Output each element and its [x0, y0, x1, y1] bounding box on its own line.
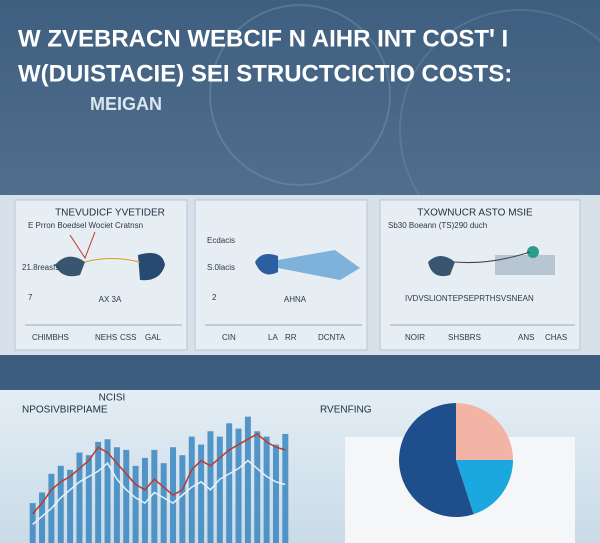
bar: [216, 436, 223, 543]
bar: [198, 444, 205, 543]
bar: [29, 503, 36, 543]
bar: [123, 449, 130, 543]
panel-label: 21.8reasfs: [22, 263, 59, 272]
shape: [55, 256, 85, 277]
bar: [263, 436, 270, 543]
panel-label: NEHS: [95, 333, 117, 342]
shape: [527, 246, 539, 258]
pie-slice: [398, 403, 474, 517]
bar: [235, 428, 242, 543]
bar: [254, 431, 261, 543]
shape: [454, 251, 531, 264]
bar: [226, 423, 233, 543]
bar: [113, 447, 120, 543]
chart-title: NCISI: [99, 393, 126, 404]
panel-label: 2: [212, 293, 217, 302]
bar: [132, 465, 139, 543]
panel-label: ANS: [518, 333, 534, 342]
panel-label: S.0lacis: [207, 263, 235, 272]
line: [32, 459, 286, 525]
header-subtitle: MEIGAN: [90, 94, 162, 114]
shape: [255, 254, 278, 275]
bar: [67, 469, 74, 543]
shape: [84, 258, 141, 263]
shape: [138, 252, 165, 281]
pie-slice: [456, 460, 513, 515]
panel-label: Ecdacis: [207, 236, 235, 245]
panel-label: CHIMBHS: [32, 333, 69, 342]
bar: [95, 441, 102, 543]
bar: [57, 465, 64, 543]
bar: [179, 455, 186, 543]
shape: [428, 256, 455, 277]
bar: [160, 463, 167, 543]
bar: [76, 452, 83, 543]
header-line: W ZVEBRACN WEBCIF N AIHR INT COSTꞌ I: [18, 25, 508, 52]
divider: [0, 355, 600, 390]
shape: [278, 250, 360, 280]
shape: [69, 231, 96, 260]
panel-label: SHSBRS: [448, 333, 481, 342]
panel-label: RR: [285, 333, 297, 342]
pie-slice: [456, 403, 513, 460]
panel-label: DCNTA: [318, 333, 346, 342]
bar: [207, 431, 214, 543]
bar: [141, 457, 148, 543]
decor: [209, 4, 391, 186]
bar: [188, 436, 195, 543]
panel-label: NOIR: [405, 333, 425, 342]
panel-label: LA: [268, 333, 278, 342]
chart-title: RVENFING: [320, 405, 372, 416]
panel-label: 7: [28, 293, 33, 302]
panel-label: IVDVSLIONTEPSEPRTHSVSNEAN: [405, 294, 534, 303]
panel-label: CHAS: [545, 333, 567, 342]
bar: [85, 455, 92, 543]
bar: [104, 439, 111, 543]
bar: [151, 449, 158, 543]
panel-legend: Sb30 Boeann (TS)290 duch: [388, 221, 487, 230]
panel-title: TNEVUDICF YVETIDER: [55, 208, 165, 219]
panel-label: CIN: [222, 333, 236, 342]
panel-label: GAL: [145, 333, 162, 342]
panel-legend: E Prron Boedsel Wociet Cratnsn: [28, 221, 143, 230]
line: [32, 433, 286, 515]
bar: [39, 492, 46, 543]
shape: [495, 255, 555, 275]
chart-subtitle: NPOSIVBIRPIAME: [22, 405, 108, 416]
panel-label: AHNA: [284, 295, 307, 304]
bar: [282, 433, 289, 543]
bar: [244, 416, 251, 543]
bar: [272, 444, 279, 543]
panel-label: AX 3A: [99, 295, 122, 304]
panel-title: TXOWNUCR ASTO MSIE: [417, 208, 533, 219]
panel-label: CSS: [120, 333, 136, 342]
header-line: W(DUISTACIE) SEI STRUCTCICTIO COSTS:: [18, 60, 512, 87]
